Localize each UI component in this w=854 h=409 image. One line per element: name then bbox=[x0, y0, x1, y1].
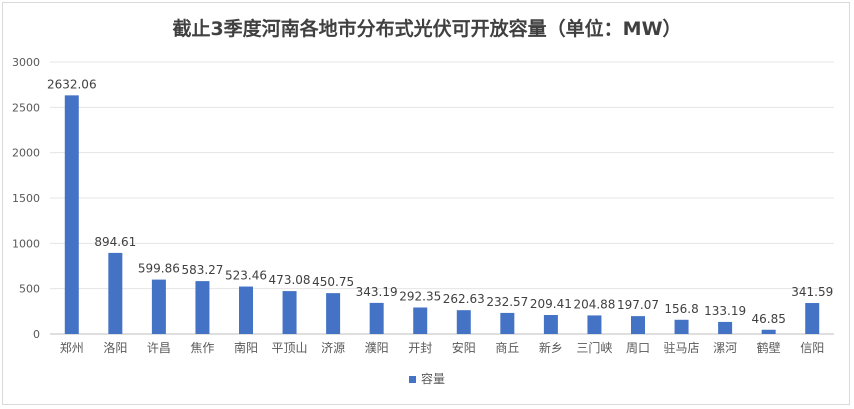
data-label: 523.46 bbox=[225, 269, 267, 283]
x-tick-label: 商丘 bbox=[495, 340, 519, 355]
y-tick-label: 2500 bbox=[12, 101, 40, 114]
bar bbox=[718, 321, 733, 334]
data-label: 343.19 bbox=[356, 285, 398, 299]
data-label: 894.61 bbox=[94, 235, 136, 249]
y-tick-label: 1500 bbox=[12, 192, 40, 205]
bar bbox=[326, 293, 341, 334]
y-tick-label: 2000 bbox=[12, 147, 40, 160]
data-label: 133.19 bbox=[704, 304, 746, 318]
bar bbox=[674, 319, 689, 334]
x-tick-label: 信阳 bbox=[800, 341, 824, 355]
data-label: 473.08 bbox=[269, 273, 311, 287]
bar bbox=[64, 95, 79, 334]
bar bbox=[195, 281, 210, 334]
chart-frame bbox=[2, 2, 850, 405]
data-label: 197.07 bbox=[617, 298, 659, 312]
bar bbox=[282, 291, 297, 334]
x-tick-label: 南阳 bbox=[234, 340, 258, 355]
data-label: 46.85 bbox=[751, 312, 785, 326]
x-tick-label: 漯河 bbox=[713, 341, 737, 355]
bar bbox=[543, 315, 558, 334]
data-label: 204.88 bbox=[573, 297, 615, 311]
x-tick-label: 安阳 bbox=[452, 340, 476, 355]
data-label: 292.35 bbox=[399, 289, 441, 303]
y-tick-label: 3000 bbox=[12, 56, 40, 69]
bar bbox=[108, 252, 123, 334]
x-tick-label: 濮阳 bbox=[365, 340, 389, 355]
data-label: 232.57 bbox=[486, 295, 528, 309]
bar bbox=[761, 329, 776, 334]
x-tick-label: 驻马店 bbox=[664, 340, 700, 355]
bar bbox=[500, 312, 515, 334]
legend-swatch bbox=[408, 376, 416, 383]
x-tick-label: 周口 bbox=[626, 341, 650, 355]
data-label: 156.8 bbox=[664, 302, 698, 316]
y-tick-label: 500 bbox=[19, 283, 40, 296]
x-tick-label: 许昌 bbox=[147, 341, 171, 355]
bar bbox=[805, 303, 820, 334]
x-tick-label: 焦作 bbox=[190, 341, 214, 355]
x-tick-label: 洛阳 bbox=[103, 340, 127, 355]
data-label: 599.86 bbox=[138, 262, 180, 276]
bar bbox=[151, 279, 166, 334]
y-tick-label: 1000 bbox=[12, 237, 40, 250]
data-label: 262.63 bbox=[443, 292, 485, 306]
x-tick-label: 鹤壁 bbox=[757, 340, 781, 355]
bar bbox=[456, 310, 471, 334]
x-tick-label: 郑州 bbox=[60, 340, 84, 355]
bar bbox=[587, 315, 602, 334]
data-label: 209.41 bbox=[530, 297, 572, 311]
bar bbox=[369, 302, 384, 334]
data-label: 2632.06 bbox=[47, 77, 97, 91]
x-tick-label: 平顶山 bbox=[272, 341, 308, 355]
x-tick-label: 开封 bbox=[408, 341, 432, 355]
chart-title: 截止3季度河南各地市分布式光伏可开放容量（单位：MW） bbox=[172, 18, 682, 40]
bar bbox=[413, 307, 428, 334]
bar bbox=[239, 286, 253, 334]
data-label: 450.75 bbox=[312, 275, 354, 289]
data-label: 583.27 bbox=[181, 263, 223, 277]
x-tick-label: 济源 bbox=[321, 340, 345, 355]
bar bbox=[631, 316, 645, 334]
x-tick-label: 新乡 bbox=[539, 340, 563, 355]
x-tick-label: 三门峡 bbox=[576, 340, 612, 355]
y-tick-label: 0 bbox=[33, 328, 40, 341]
data-label: 341.59 bbox=[791, 285, 833, 299]
legend: 容量 bbox=[0, 370, 854, 387]
legend-label: 容量 bbox=[420, 372, 445, 386]
